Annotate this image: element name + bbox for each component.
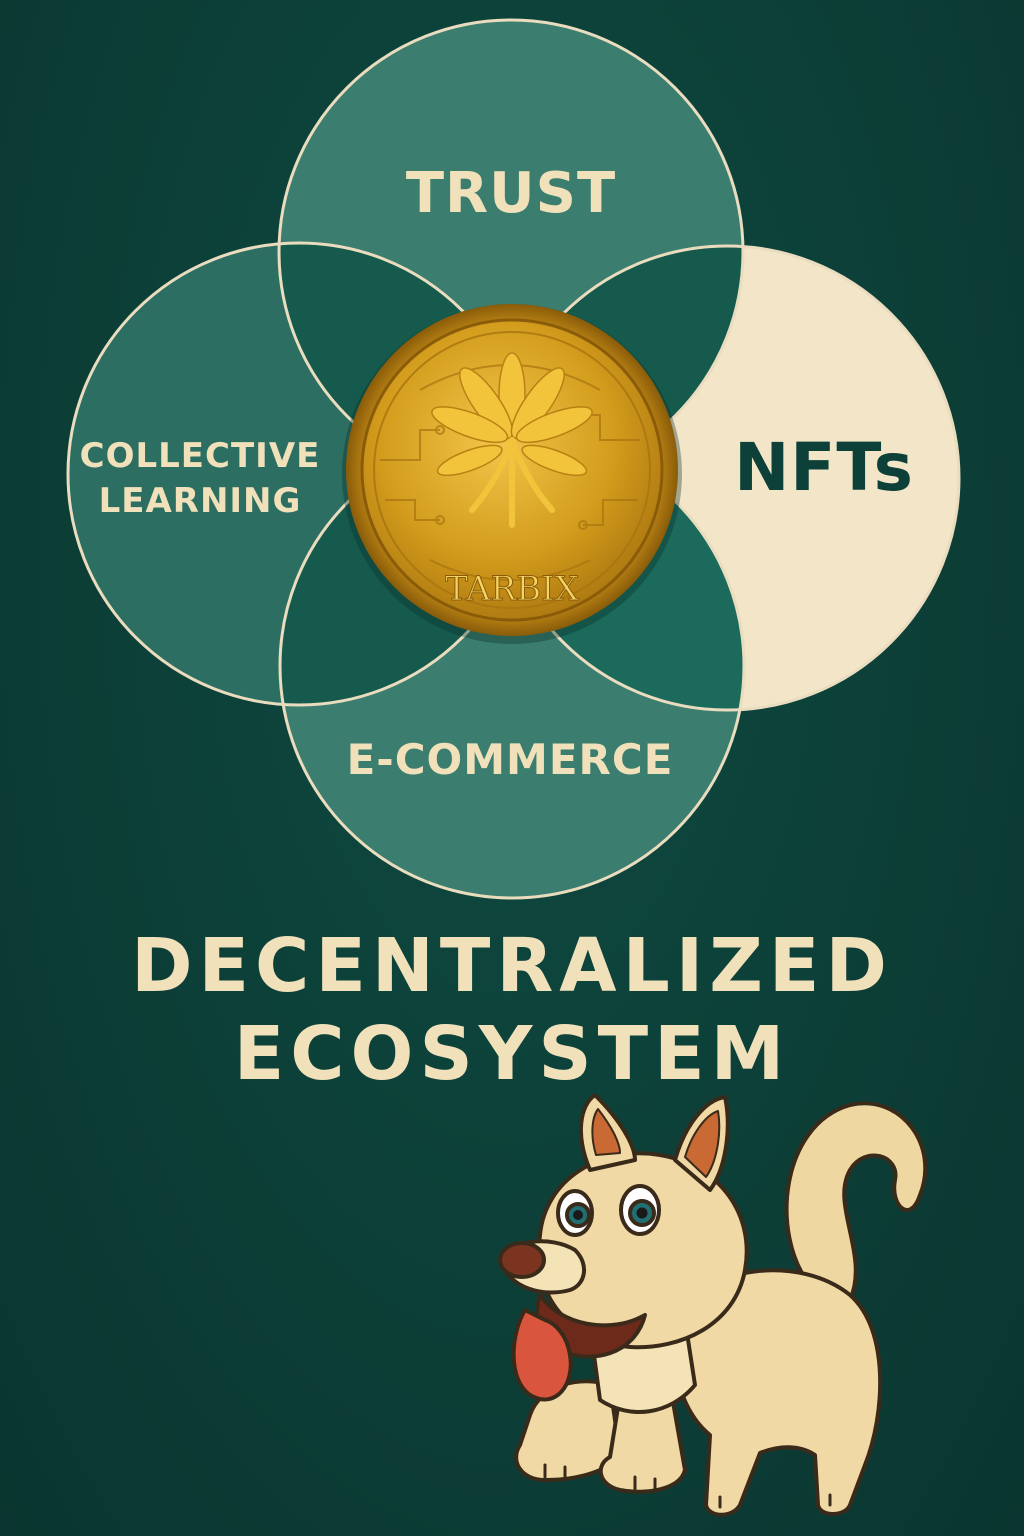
label-trust: TRUST (406, 161, 616, 226)
circuit-pattern (380, 364, 640, 581)
dog-tail (784, 1101, 928, 1302)
dog-mascot-icon (498, 1093, 928, 1517)
coin-label: TARBIX (445, 569, 579, 609)
dog-tongue (511, 1308, 573, 1402)
dog-nose (498, 1241, 546, 1279)
label-nfts: NFTs (734, 429, 914, 506)
headline: DECENTRALIZED ECOSYSTEM (0, 922, 1024, 1098)
headline-line2: ECOSYSTEM (233, 1011, 791, 1097)
headline-line1: DECENTRALIZED (131, 923, 893, 1009)
leaf-emblem-icon (431, 352, 593, 528)
label-collective-learning-line1: COLLECTIVE (80, 436, 321, 476)
venn-diagram: TRUST COLLECTIVE LEARNING NFTs E-COMMERC… (66, 18, 961, 900)
label-e-commerce: E-COMMERCE (347, 735, 674, 784)
tarbix-coin: TARBIX (342, 304, 682, 644)
label-collective-learning-line2: LEARNING (99, 481, 302, 521)
dog-body (668, 1268, 883, 1517)
